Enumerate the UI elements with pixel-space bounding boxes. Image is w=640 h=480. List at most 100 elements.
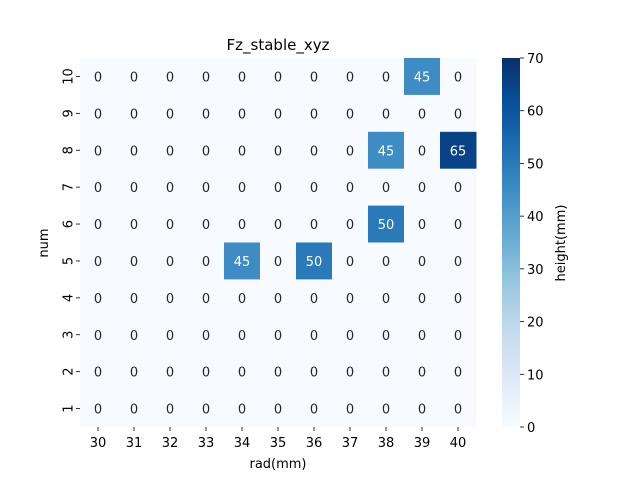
heatmap-cell <box>188 131 225 170</box>
cell-value-label: 0 <box>310 181 318 196</box>
heatmap-cell <box>188 205 225 243</box>
heatmap-cell <box>224 58 261 96</box>
cell-value-label: 0 <box>130 329 138 344</box>
heatmap-cell <box>368 279 405 317</box>
heatmap-cell <box>404 168 441 207</box>
x-tick-label: 39 <box>414 436 431 451</box>
heatmap-cell <box>152 205 189 243</box>
heatmap-cell <box>332 353 369 391</box>
cell-value-label: 0 <box>238 292 246 307</box>
cell-value-label: 0 <box>94 366 102 381</box>
heatmap-cell <box>116 168 153 207</box>
heatmap-cell <box>296 94 333 133</box>
cell-value-label: 0 <box>130 218 138 233</box>
cell-value-label: 0 <box>202 218 210 233</box>
heatmap-cell <box>80 242 117 280</box>
cell-value-label: 0 <box>418 218 426 233</box>
heatmap-cell <box>296 242 333 280</box>
cell-value-label: 50 <box>306 255 323 270</box>
cell-value-label: 0 <box>274 181 282 196</box>
heatmap-cell <box>440 390 477 428</box>
y-tick-label: 1 <box>62 404 77 412</box>
heatmap-cell <box>332 390 369 428</box>
heatmap-cell <box>188 353 225 391</box>
cell-value-label: 0 <box>418 181 426 196</box>
heatmap-cell <box>80 353 117 391</box>
x-tick-label: 37 <box>342 436 359 451</box>
x-tick-label: 34 <box>234 436 251 451</box>
cell-value-label: 0 <box>310 403 318 418</box>
heatmap-cell <box>260 279 297 317</box>
cell-value-label: 0 <box>202 292 210 307</box>
heatmap-cell <box>404 353 441 391</box>
cell-value-label: 0 <box>346 403 354 418</box>
cell-value-label: 0 <box>130 255 138 270</box>
cell-value-label: 0 <box>454 329 462 344</box>
heatmap-cell <box>224 94 261 133</box>
cell-value-label: 0 <box>274 366 282 381</box>
cell-value-label: 0 <box>382 403 390 418</box>
cell-value-label: 0 <box>202 107 210 122</box>
cell-value-label: 0 <box>418 144 426 159</box>
cell-value-label: 0 <box>310 107 318 122</box>
heatmap-cell <box>440 242 477 280</box>
heatmap-cell <box>152 131 189 170</box>
heatmap-cell <box>80 58 117 96</box>
heatmap-cell <box>80 316 117 354</box>
heatmap-cell <box>404 390 441 428</box>
cell-value-label: 0 <box>166 292 174 307</box>
x-tick-label: 36 <box>306 436 323 451</box>
heatmap-cell <box>224 316 261 354</box>
y-tick-label: 2 <box>62 368 77 376</box>
cell-value-label: 0 <box>274 70 282 85</box>
cell-value-label: 0 <box>382 366 390 381</box>
x-tick-label: 35 <box>270 436 287 451</box>
heatmap-cell <box>188 58 225 96</box>
y-tick-label: 9 <box>62 109 77 117</box>
cell-value-label: 0 <box>346 366 354 381</box>
cell-value-label: 0 <box>454 255 462 270</box>
heatmap-cell <box>116 242 153 280</box>
heatmap-cell <box>296 316 333 354</box>
cell-value-label: 0 <box>418 403 426 418</box>
cell-value-label: 0 <box>310 292 318 307</box>
cell-value-label: 0 <box>166 255 174 270</box>
cell-value-label: 0 <box>310 144 318 159</box>
heatmap-cell <box>152 316 189 354</box>
cell-value-label: 0 <box>94 292 102 307</box>
heatmap-cell <box>80 168 117 207</box>
cell-value-label: 0 <box>94 218 102 233</box>
heatmap-cell <box>188 168 225 207</box>
heatmap-cell <box>224 353 261 391</box>
cell-value-label: 45 <box>414 70 431 85</box>
heatmap-cell <box>116 279 153 317</box>
heatmap-cell <box>332 94 369 133</box>
x-tick-labels: 30 31 32 33 34 35 36 37 38 39 40 <box>90 427 466 451</box>
heatmap-cell <box>332 58 369 96</box>
heatmap-cell <box>224 242 261 280</box>
cell-value-label: 0 <box>382 70 390 85</box>
cell-value-label: 0 <box>418 107 426 122</box>
heatmap-cell <box>116 205 153 243</box>
cell-value-label: 0 <box>238 181 246 196</box>
heatmap-cell <box>404 242 441 280</box>
cell-value-label: 45 <box>378 144 395 159</box>
cell-value-label: 0 <box>238 70 246 85</box>
colorbar-ticks: 0 10 20 30 40 50 60 70 <box>520 52 544 436</box>
cell-value-label: 0 <box>238 366 246 381</box>
cell-value-label: 0 <box>166 366 174 381</box>
heatmap-cell <box>332 242 369 280</box>
cell-value-label: 0 <box>274 292 282 307</box>
heatmap-cell <box>188 242 225 280</box>
cell-value-label: 0 <box>238 329 246 344</box>
heatmap-cell <box>368 242 405 280</box>
cell-value-label: 0 <box>382 329 390 344</box>
heatmap-cell <box>440 279 477 317</box>
cell-value-label: 0 <box>418 329 426 344</box>
heatmap-cell <box>260 316 297 354</box>
colorbar-tick-label: 70 <box>527 52 544 67</box>
cell-value-label: 0 <box>382 181 390 196</box>
heatmap-cell <box>404 58 441 96</box>
heatmap-cell <box>368 316 405 354</box>
